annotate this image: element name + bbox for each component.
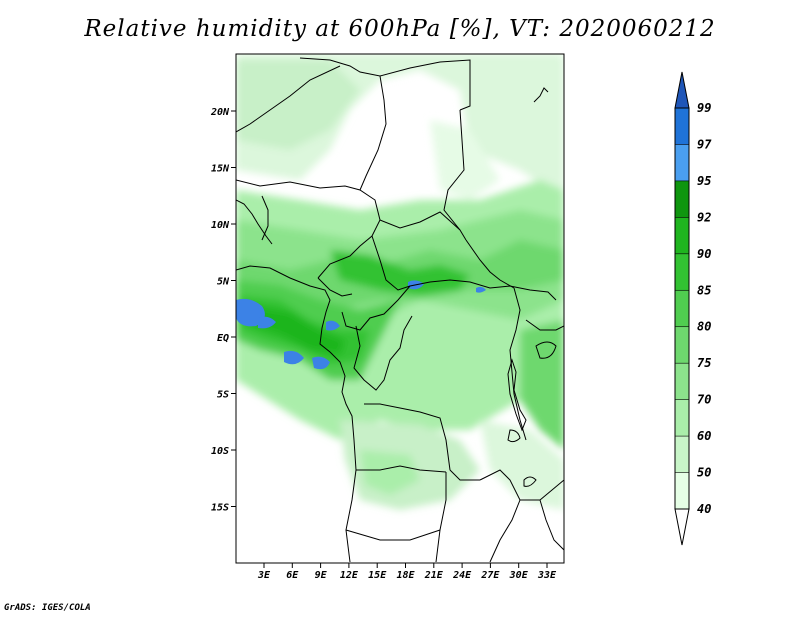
colorbar-box <box>675 363 689 400</box>
colorbar-label: 75 <box>697 356 711 370</box>
lon-label: 18E <box>396 570 415 581</box>
colorbar-label: 92 <box>697 210 711 224</box>
colorbar-box <box>675 217 689 254</box>
colorbar-label: 97 <box>697 137 712 151</box>
grads-credit: GrADS: IGES/COLA <box>4 603 91 613</box>
lat-label: 15N <box>211 164 230 175</box>
colorbar-box <box>675 144 689 181</box>
colorbar-box <box>675 180 689 218</box>
lon-label: 3E <box>257 570 271 581</box>
lon-label: 27E <box>480 570 500 581</box>
colorbar-box <box>675 108 689 145</box>
map-title: Relative humidity at 600hPa [%], VT: 202… <box>84 16 716 42</box>
lon-label: 15E <box>368 570 387 581</box>
colorbar-label: 85 <box>697 283 711 297</box>
saturated-patches <box>236 280 486 370</box>
lon-label: 30E <box>509 570 529 581</box>
colorbar-low-arrow <box>674 508 690 546</box>
lat-label: 10N <box>211 220 230 231</box>
colorbar-box <box>675 436 689 473</box>
colorbar: 40 50 60 70 75 80 85 90 92 95 97 99 <box>674 71 712 546</box>
lat-label: 15S <box>211 503 229 514</box>
colorbar-label: 40 <box>697 502 711 516</box>
lat-label: 5N <box>217 277 230 288</box>
colorbar-label: 60 <box>697 429 711 443</box>
lon-label: 9E <box>315 570 328 581</box>
lakes <box>507 341 557 487</box>
country-borders <box>236 57 564 563</box>
map-frame <box>235 53 565 564</box>
colorbar-box <box>675 253 689 291</box>
colorbar-high-arrow <box>674 71 690 109</box>
colorbar-label: 70 <box>697 393 711 407</box>
lon-label: 12E <box>340 570 359 581</box>
colorbar-label: 95 <box>697 174 711 188</box>
humidity-field <box>236 54 564 563</box>
colorbar-label: 99 <box>697 101 711 115</box>
lat-label: 20N <box>210 107 230 118</box>
humidity-map: 20N 15N 10N 5N EQ 5S 10S 15S 3E 6E 9E 12E 15E 18E 21E… <box>210 53 565 581</box>
lat-label: EQ <box>217 333 229 344</box>
lon-label: 6E <box>286 570 299 581</box>
colorbar-box <box>675 290 689 327</box>
colorbar-label: 80 <box>697 320 711 334</box>
colorbar-box <box>675 326 689 364</box>
colorbar-box <box>675 399 689 437</box>
lat-label: 10S <box>211 446 229 457</box>
colorbar-box <box>675 472 689 509</box>
colorbar-label: 90 <box>697 247 711 261</box>
lon-label: 24E <box>452 570 472 581</box>
lon-label: 33E <box>537 570 557 581</box>
colorbar-label: 50 <box>697 466 711 480</box>
latitude-axis: 20N 15N 10N 5N EQ 5S 10S 15S <box>210 107 236 514</box>
longitude-axis: 3E 6E 9E 12E 15E 18E 21E 24E 27E 30E 33E <box>257 563 557 581</box>
lat-label: 5S <box>217 390 229 401</box>
lon-label: 21E <box>424 570 444 581</box>
